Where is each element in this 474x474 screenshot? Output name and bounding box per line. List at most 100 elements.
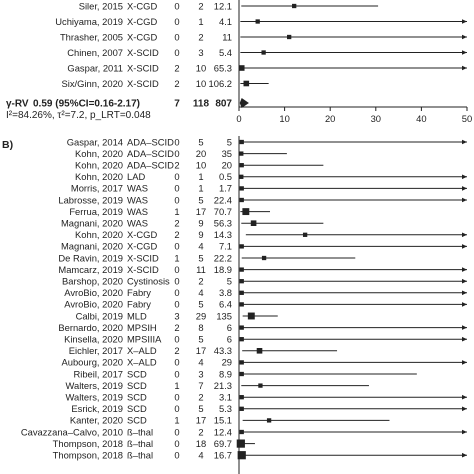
sample-size-value: 18 xyxy=(196,438,206,449)
study-label: AvroBio, 2020 xyxy=(64,287,123,298)
events-value: 0 xyxy=(174,241,179,252)
ci-arrow xyxy=(462,65,467,71)
study-label: Uchiyama, 2019 xyxy=(55,16,123,27)
events-value: 0 xyxy=(174,264,179,275)
point-estimate xyxy=(239,290,244,295)
point-estimate xyxy=(239,197,244,203)
study-label: Six/Ginn, 2020 xyxy=(62,78,124,89)
ci-arrow xyxy=(462,244,467,249)
estimate-value: 6.4 xyxy=(219,299,232,310)
point-estimate xyxy=(239,406,244,411)
study-label: Chinen, 2007 xyxy=(67,47,123,58)
point-estimate xyxy=(255,19,260,24)
point-estimate xyxy=(239,371,244,377)
study-label: Kohn, 2020 xyxy=(75,148,123,159)
study-label: Thompson, 2018 xyxy=(53,450,123,461)
ci-arrow xyxy=(462,336,467,342)
disease-label: ADA–SCID xyxy=(127,160,174,171)
sample-size-value: 5 xyxy=(198,299,203,310)
events-value: 2 xyxy=(174,218,179,229)
point-estimate xyxy=(239,267,244,272)
estimate-value: 16.7 xyxy=(214,450,232,461)
events-value: 0 xyxy=(174,148,179,159)
ci-arrow xyxy=(462,429,467,435)
events-value: 2 xyxy=(174,160,179,171)
ci-arrow xyxy=(462,139,467,145)
disease-label: WAS xyxy=(127,218,148,229)
sample-size-value: 7 xyxy=(198,380,203,391)
events-value: 0 xyxy=(174,171,179,182)
study-label: Ribeil, 2017 xyxy=(73,368,123,379)
events-value: 0 xyxy=(174,47,179,58)
ci-arrow xyxy=(462,290,467,296)
events-value: 0 xyxy=(174,438,179,449)
x-tick-label: 40 xyxy=(416,113,426,124)
disease-label: SCD xyxy=(127,368,147,379)
events-value: 2 xyxy=(174,322,179,333)
point-estimate xyxy=(239,186,244,191)
study-label: Walters, 2019 xyxy=(66,392,124,403)
sample-size-value: 9 xyxy=(198,229,203,240)
sample-size-value: 11 xyxy=(196,264,206,275)
ci-arrow xyxy=(462,452,467,458)
point-estimate xyxy=(261,50,266,55)
sample-size-value: 29 xyxy=(196,310,206,321)
point-estimate xyxy=(239,360,244,365)
x-tick-label: 50 xyxy=(462,113,472,124)
events-value: 0 xyxy=(174,368,179,379)
estimate-value: 8.9 xyxy=(219,368,232,379)
x-tick-label: 10 xyxy=(279,113,289,124)
x-tick-label: 30 xyxy=(371,113,381,124)
ci-arrow xyxy=(462,302,467,307)
point-estimate xyxy=(292,3,297,9)
sample-size-value: 8 xyxy=(198,322,203,333)
pooled-prefix: γ-RV xyxy=(6,99,29,110)
disease-label: MLD xyxy=(127,310,147,321)
study-label: Kinsella, 2020 xyxy=(64,334,123,345)
point-estimate xyxy=(266,418,272,423)
estimate-value: 0.5 xyxy=(219,171,232,182)
sample-size-value: 1 xyxy=(198,16,203,27)
pooled-diamond xyxy=(239,98,249,108)
events-value: 0 xyxy=(174,16,179,27)
study-label: De Ravin, 2019 xyxy=(58,252,123,263)
estimate-value: 3.1 xyxy=(219,392,232,403)
sample-size-value: 17 xyxy=(196,206,206,217)
disease-label: X-SCID xyxy=(127,62,159,73)
study-label: Kohn, 2020 xyxy=(75,171,123,182)
sample-size-value: 5 xyxy=(198,194,203,205)
events-value: 0 xyxy=(174,276,179,287)
estimate-value: 35 xyxy=(222,148,232,159)
disease-label: SCD xyxy=(127,415,147,426)
ci-arrow xyxy=(462,325,467,330)
study-label: Eichler, 2017 xyxy=(69,345,123,356)
disease-label: MPSIH xyxy=(127,322,157,333)
sample-size-value: 17 xyxy=(196,415,206,426)
study-label: Gaspar, 2011 xyxy=(67,62,123,73)
point-estimate xyxy=(256,348,263,354)
disease-label: X-SCID xyxy=(127,78,159,89)
events-value: 0 xyxy=(174,403,179,414)
ci-arrow xyxy=(462,19,467,24)
events-value: 0 xyxy=(174,0,179,11)
events-value: 1 xyxy=(174,206,179,217)
estimate-value: 6 xyxy=(227,334,232,345)
estimate-value: 5.4 xyxy=(219,47,232,58)
heterogeneity-stats: I²=84.26%, τ²=7.2, p_LRT=0.048 xyxy=(6,110,151,121)
disease-label: SCD xyxy=(127,380,147,391)
disease-label: ADA–SCID xyxy=(127,148,174,159)
disease-label: ß–thal xyxy=(127,438,153,449)
disease-label: X–ALD xyxy=(127,345,157,356)
point-estimate xyxy=(239,244,244,249)
disease-label: X-SCID xyxy=(127,252,159,263)
study-label: Labrosse, 2019 xyxy=(58,194,123,205)
events-value: 0 xyxy=(174,334,179,345)
estimate-value: 14.3 xyxy=(214,229,232,240)
disease-label: WAS xyxy=(127,206,148,217)
disease-label: X-CGD xyxy=(127,31,157,42)
sample-size-value: 4 xyxy=(198,357,203,368)
study-label: Bernardo, 2020 xyxy=(58,322,123,333)
pooled-events: 7 xyxy=(174,99,180,110)
estimate-value: 56.3 xyxy=(214,218,232,229)
events-value: 0 xyxy=(174,357,179,368)
